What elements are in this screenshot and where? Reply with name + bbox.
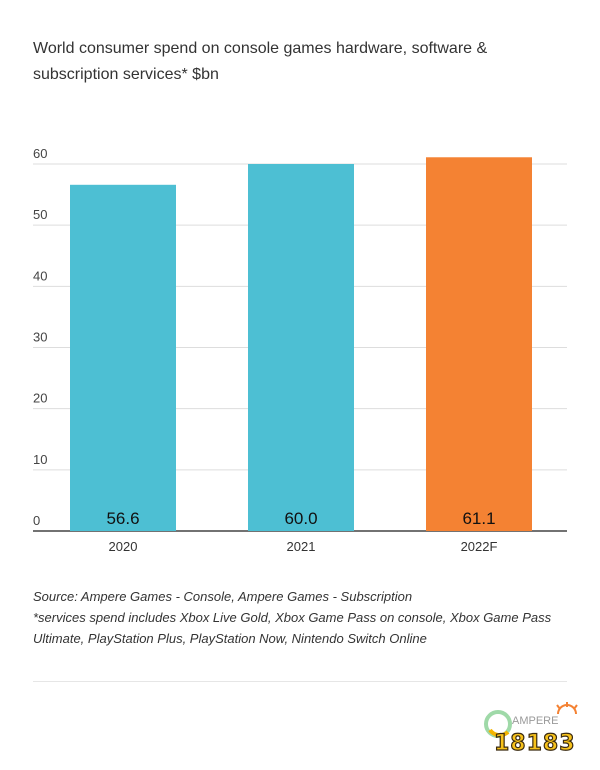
y-tick-label-40: 40 [33,268,47,283]
ampere-logo-text: AMPERE [512,715,558,727]
data-label-2021: 60.0 [284,509,317,528]
x-tick-label-2021: 2021 [287,539,316,554]
x-axis-ticks: 2020 2021 2022F [109,539,498,554]
bar-2022F [426,157,532,531]
x-tick-label-2020: 2020 [109,539,138,554]
y-tick-label-30: 30 [33,330,47,345]
chart-title: World consumer spend on console games ha… [33,40,488,83]
bar-2021 [248,164,354,531]
footer-divider [33,681,567,682]
ampere-ring-icon [484,710,512,738]
y-tick-label-50: 50 [33,207,47,222]
services-footnote: *services spend includes Xbox Live Gold,… [33,610,552,646]
source-note: Source: Ampere Games - Console, Ampere G… [33,589,413,604]
y-tick-label-10: 10 [33,452,47,467]
bars [70,157,532,531]
y-tick-label-60: 60 [33,146,47,161]
watermark-text: 18183 [494,731,576,756]
bar-2020 [70,184,176,531]
data-label-2022F: 61.1 [462,509,495,528]
chart-notes: Source: Ampere Games - Console, Ampere G… [33,586,573,649]
y-tick-label-0: 0 [33,513,40,528]
ampere-18183-logo: AMPERE 18183 [484,702,578,757]
data-labels: 56.6 60.0 61.1 [106,509,495,528]
sun-rays-icon [556,702,578,715]
data-label-2020: 56.6 [106,509,139,528]
y-tick-label-20: 20 [33,391,47,406]
x-tick-label-2022F: 2022F [461,539,498,554]
bar-chart: 0 10 20 30 40 50 60 56.6 60.0 61.1 2020 2021 2022F [33,146,567,554]
